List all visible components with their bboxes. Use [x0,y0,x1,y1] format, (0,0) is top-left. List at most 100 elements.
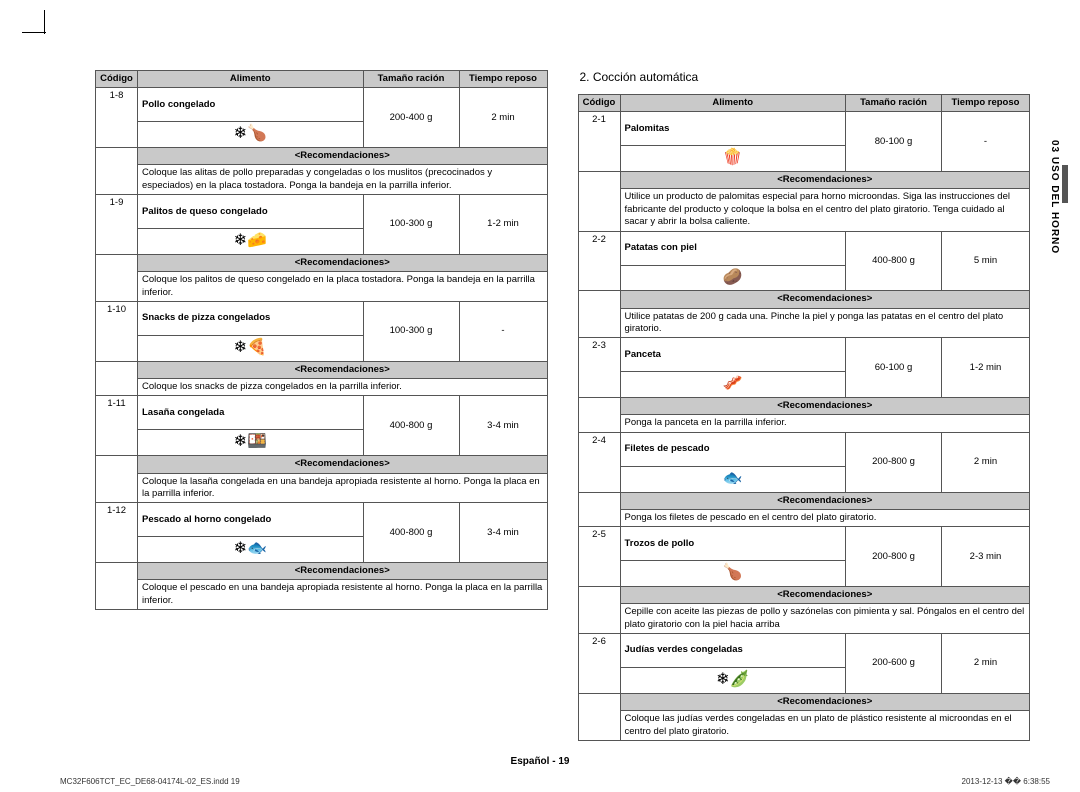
size-cell: 200-800 g [846,432,942,492]
food-icon: 🐟 [620,466,846,492]
code-cell: 1-8 [96,88,138,148]
rec-header-cell: <Recomendaciones> [138,148,548,165]
header-code: Código [96,71,138,88]
header-time: Tiempo reposo [459,71,547,88]
header-time: Tiempo reposo [942,95,1030,112]
page-content: Código Alimento Tamaño ración Tiempo rep… [95,70,1030,742]
table-row: <Recomendaciones> [578,693,1030,710]
size-cell: 200-800 g [846,527,942,587]
time-cell: 1-2 min [942,338,1030,398]
table-row: Utilice patatas de 200 g cada una. Pinch… [578,308,1030,338]
food-name-cell: Pollo congelado [138,88,364,122]
table-row: Utilice un producto de palomitas especia… [578,189,1030,231]
table-row: 2-3Panceta60-100 g1-2 min [578,338,1030,372]
food-name-cell: Pescado al horno congelado [138,503,364,537]
table-row: <Recomendaciones> [96,456,548,473]
size-cell: 400-800 g [846,231,942,291]
page-footer: Español - 19 [0,756,1080,767]
time-cell: 2 min [942,634,1030,694]
table-row: <Recomendaciones> [578,172,1030,189]
left-table: Código Alimento Tamaño ración Tiempo rep… [95,70,548,610]
food-name-cell: Trozos de pollo [620,527,846,561]
size-cell: 400-800 g [363,396,459,456]
table-row: <Recomendaciones> [578,291,1030,308]
food-name-cell: Panceta [620,338,846,372]
code-cell: 1-9 [96,195,138,255]
code-cell: 1-12 [96,503,138,563]
rec-text-cell: Coloque la lasaña congelada en una bande… [138,473,548,503]
table-row: 1-10Snacks de pizza congelados100-300 g- [96,302,548,336]
code-cell: 2-1 [578,112,620,172]
food-name-cell: Lasaña congelada [138,396,364,430]
food-name-cell: Filetes de pescado [620,432,846,466]
table-row: 2-5Trozos de pollo200-800 g2-3 min [578,527,1030,561]
food-icon: ❄🫛 [620,668,846,694]
food-icon: 🥔 [620,265,846,291]
side-tab: 03 USO DEL HORNO [1050,140,1068,280]
side-tab-label: 03 USO DEL HORNO [1046,140,1060,280]
section-title: 2. Cocción automática [578,70,1031,84]
time-cell: 1-2 min [459,195,547,255]
size-cell: 100-300 g [363,195,459,255]
table-row: <Recomendaciones> [96,563,548,580]
header-food: Alimento [138,71,364,88]
code-cell: 1-10 [96,302,138,362]
time-cell: - [942,112,1030,172]
rec-header-cell: <Recomendaciones> [620,398,1030,415]
right-table: Código Alimento Tamaño ración Tiempo rep… [578,94,1031,741]
rec-text-cell: Ponga los filetes de pescado en el centr… [620,509,1030,526]
rec-header-cell: <Recomendaciones> [620,693,1030,710]
rec-text-cell: Coloque los palitos de queso congelado e… [138,272,548,302]
size-cell: 60-100 g [846,338,942,398]
rec-text-cell: Coloque las alitas de pollo preparadas y… [138,165,548,195]
size-cell: 100-300 g [363,302,459,362]
rec-text-cell: Utilice un producto de palomitas especia… [620,189,1030,231]
table-row: Coloque los snacks de pizza congelados e… [96,379,548,396]
rec-text-cell: Ponga la panceta en la parrilla inferior… [620,415,1030,432]
left-column: Código Alimento Tamaño ración Tiempo rep… [95,70,548,742]
header-food: Alimento [620,95,846,112]
code-cell: 2-3 [578,338,620,398]
time-cell: 2-3 min [942,527,1030,587]
table-row: Coloque las judías verdes congeladas en … [578,711,1030,741]
time-cell: 2 min [459,88,547,148]
rec-text-cell: Utilice patatas de 200 g cada una. Pinch… [620,308,1030,338]
food-icon: 🍿 [620,146,846,172]
food-icon: 🥓 [620,372,846,398]
table-row: Coloque las alitas de pollo preparadas y… [96,165,548,195]
side-tab-marker [1062,165,1068,203]
food-icon: ❄🧀 [138,229,364,255]
food-name-cell: Judías verdes congeladas [620,634,846,668]
rec-header-cell: <Recomendaciones> [620,291,1030,308]
code-cell: 2-5 [578,527,620,587]
rec-text-cell: Coloque las judías verdes congeladas en … [620,711,1030,741]
time-cell: 2 min [942,432,1030,492]
indd-filename: MC32F606TCT_EC_DE68-04174L-02_ES.indd 19 [60,777,240,786]
table-row: Ponga la panceta en la parrilla inferior… [578,415,1030,432]
table-row: <Recomendaciones> [578,398,1030,415]
table-row: Cepille con aceite las piezas de pollo y… [578,604,1030,634]
size-cell: 200-400 g [363,88,459,148]
header-size: Tamaño ración [846,95,942,112]
rec-header-cell: <Recomendaciones> [138,563,548,580]
table-row: Ponga los filetes de pescado en el centr… [578,509,1030,526]
food-name-cell: Snacks de pizza congelados [138,302,364,336]
food-icon: ❄🍕 [138,336,364,362]
header-size: Tamaño ración [363,71,459,88]
rec-header-cell: <Recomendaciones> [138,456,548,473]
time-cell: 3-4 min [459,396,547,456]
size-cell: 400-800 g [363,503,459,563]
table-row: Coloque la lasaña congelada en una bande… [96,473,548,503]
table-row: 2-4Filetes de pescado200-800 g2 min [578,432,1030,466]
table-row: 2-1Palomitas80-100 g- [578,112,1030,146]
size-cell: 80-100 g [846,112,942,172]
food-icon: ❄🍗 [138,122,364,148]
table-row: <Recomendaciones> [578,587,1030,604]
table-row: <Recomendaciones> [96,148,548,165]
right-column: 2. Cocción automática Código Alimento Ta… [578,70,1031,742]
code-cell: 2-6 [578,634,620,694]
time-cell: - [459,302,547,362]
size-cell: 200-600 g [846,634,942,694]
food-icon: ❄🍱 [138,430,364,456]
table-row: 2-6Judías verdes congeladas200-600 g2 mi… [578,634,1030,668]
